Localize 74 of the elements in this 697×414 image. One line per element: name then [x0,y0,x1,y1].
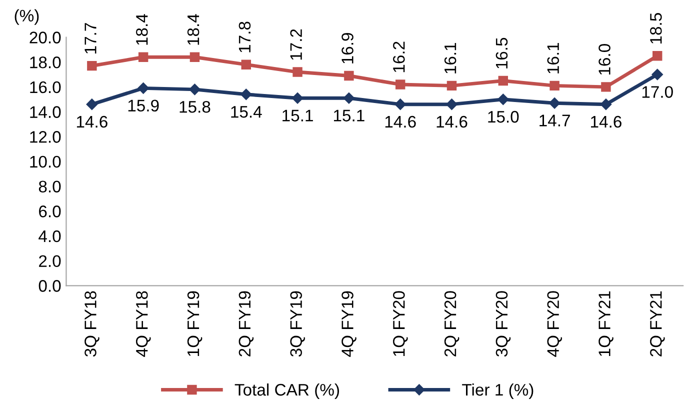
x-tick-label: 1Q FY20 [393,291,408,356]
data-label: 17.7 [84,23,96,54]
x-tick-label: 1Q FY21 [598,291,614,356]
point [394,98,406,110]
point [446,80,457,91]
data-label: 15.9 [128,100,159,112]
point [292,67,302,77]
data-label: 14.6 [76,116,108,128]
x-tick-label: 4Q FY20 [547,291,562,357]
data-label: 14.6 [436,116,468,128]
point [87,60,97,71]
point [498,76,508,86]
data-label: 15.1 [282,110,313,122]
point [138,52,148,62]
x-tick-label: 4Q FY18 [136,291,151,357]
y-tick-label: 14.0 [30,106,61,118]
point [601,82,611,92]
data-label: 16.5 [496,38,508,68]
point [498,94,509,105]
point [395,80,406,90]
data-label: 15.1 [334,110,364,122]
point [292,92,304,104]
data-label: 14.6 [591,116,622,128]
data-label: 17.2 [290,29,302,60]
x-tick-label: 2Q FY20 [444,291,460,356]
x-tick-label: 4Q FY19 [342,291,356,357]
point [446,98,458,110]
y-tick-label: 6.0 [39,206,61,218]
point [241,60,251,70]
data-label: 17.0 [642,86,673,98]
data-label: 14.6 [385,116,416,128]
y-tick-label: 18.0 [30,56,61,68]
x-tick-label: 2Q FY19 [238,291,254,356]
y-tick-label: 10.0 [30,156,61,168]
data-label: 16.1 [547,42,560,74]
point [138,82,149,94]
point [600,98,612,110]
y-tick-label: 8.0 [38,180,61,193]
point [343,92,355,104]
data-label: 18.4 [136,14,148,45]
data-label: 18.5 [650,13,662,44]
point [344,70,354,81]
y-tick-label: 20.0 [30,32,61,44]
x-tick-label: 1Q FY19 [187,291,202,356]
data-label: 15.0 [488,110,519,123]
point [548,97,560,109]
point [550,80,560,91]
point [189,84,200,96]
data-label: 16.0 [598,44,610,75]
data-label: 17.8 [238,22,251,52]
y-tick-label: 4.0 [38,230,61,242]
data-label: 16.9 [342,33,354,64]
point [86,98,98,110]
data-label: 16.2 [393,42,405,72]
data-label: 16.1 [444,42,456,74]
point [190,52,200,62]
legend-label: Total CAR (%) [234,383,339,399]
data-label: 18.4 [187,14,200,45]
legend-label: Tier 1 (%) [462,383,534,399]
x-tick-label: 3Q FY19 [290,291,305,357]
y-tick-label: 16.0 [30,81,61,94]
data-label: 15.4 [231,106,262,118]
y-axis-title: (%) [14,9,39,25]
data-label: 14.7 [540,114,570,126]
y-tick-label: 0.0 [38,280,61,292]
point [652,68,663,80]
x-tick-label: 3Q FY18 [84,291,100,357]
point [240,88,252,100]
y-tick-label: 2.0 [39,255,61,268]
x-tick-label: 2Q FY21 [650,291,665,356]
y-tick-label: 12.0 [30,131,61,143]
x-tick-label: 3Q FY20 [496,291,511,357]
point [652,51,662,61]
data-label: 15.8 [180,100,210,113]
